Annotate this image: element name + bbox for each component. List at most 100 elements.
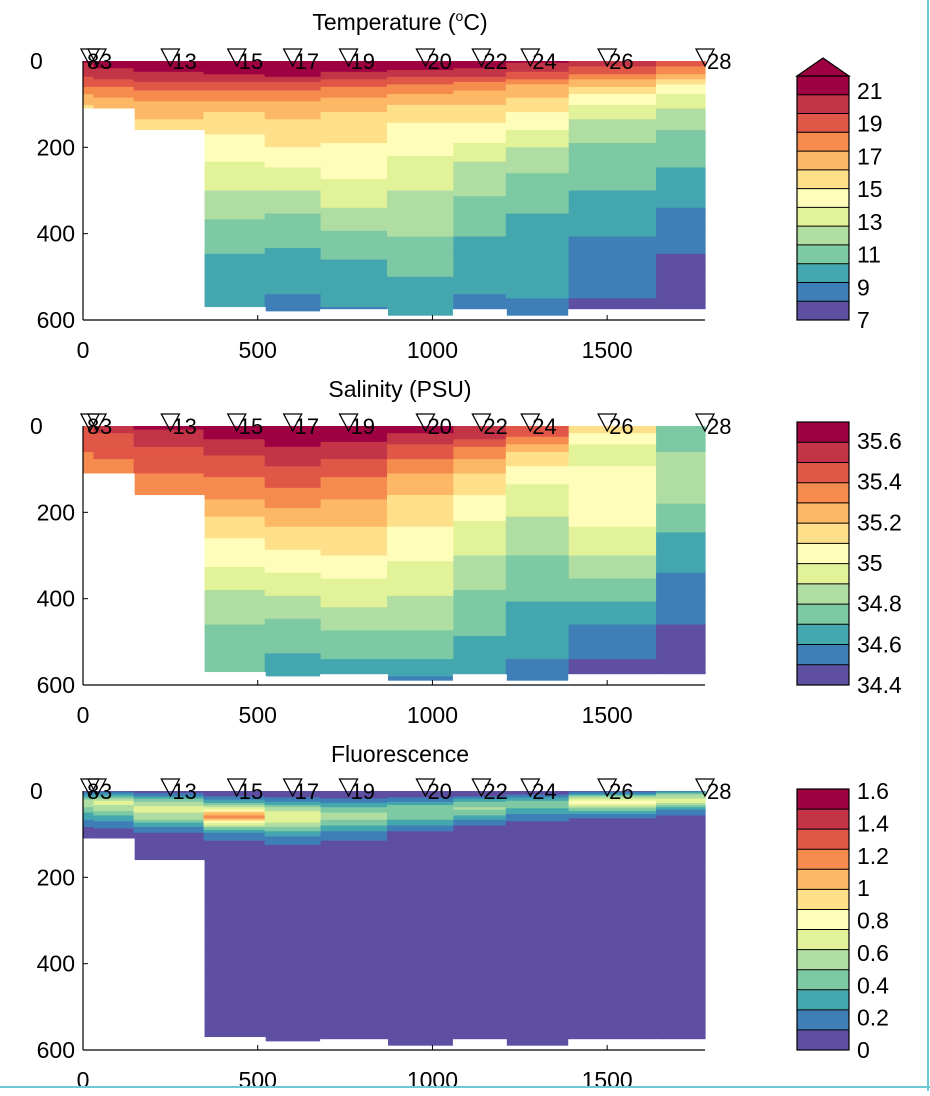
colorbar-swatch [797,462,849,484]
heatmap-cell [656,147,706,153]
heatmap-cell [133,853,205,857]
heatmap-cell [264,265,322,272]
heatmap-cell [320,147,388,153]
heatmap-cell [320,844,388,848]
heatmap-cell [656,834,706,837]
heatmap-cell [320,663,388,669]
y-tick-label: 0 [30,778,43,804]
heatmap-cell [568,555,657,562]
heatmap-cell [203,860,266,868]
heatmap-cell [505,791,570,794]
heatmap-cell [133,455,205,460]
heatmap-cell [505,491,570,496]
heatmap-cell [203,808,266,811]
heatmap-cell [86,431,95,434]
heatmap-cell [83,801,88,804]
heatmap-cell [505,798,570,801]
heatmap-cell [264,161,322,169]
heatmap-cell [320,236,388,243]
heatmap-cell [656,805,706,807]
heatmap-cell [453,178,507,186]
heatmap-cell [133,429,205,432]
heatmap-cell [86,811,95,814]
heatmap-cell [568,866,657,874]
heatmap-cell [453,849,507,853]
heatmap-cell [83,90,88,95]
heatmap-cell [133,108,205,113]
heatmap-cell [133,487,205,493]
heatmap-cell [264,641,322,649]
heatmap-cell [505,449,570,453]
heatmap-cell [505,613,570,620]
heatmap-cell [133,484,205,489]
heatmap-cell [320,178,388,186]
heatmap-cell [505,814,570,817]
heatmap-cell [656,184,706,192]
heatmap-cell [86,69,95,73]
heatmap-cell [505,459,570,464]
heatmap-cell [133,857,205,861]
heatmap-cell [320,196,388,203]
heatmap-cell [505,138,570,144]
seafloor-mask [203,1037,266,1051]
heatmap-cell [264,130,322,135]
heatmap-cell [505,307,570,312]
heatmap-cell [387,555,455,562]
heatmap-cell [505,873,570,881]
heatmap-cell [453,630,507,637]
heatmap-cell [93,802,135,805]
heatmap-cell [387,487,455,493]
colorbar-swatch [797,113,849,133]
heatmap-cell [320,499,388,505]
heatmap-cell [387,572,455,580]
heatmap-cell [656,84,706,88]
heatmap-cell [453,455,507,460]
heatmap-cell [505,672,570,677]
heatmap-cell [656,815,706,818]
heatmap-cell [86,86,95,92]
heatmap-cell [505,885,570,894]
heatmap-cell [203,230,266,238]
heatmap-cell [453,949,507,976]
heatmap-cell [320,76,388,80]
heatmap-cell [133,807,205,809]
heatmap-cell [320,282,388,289]
heatmap-cell [387,190,455,197]
heatmap-cell [264,851,322,855]
colorbar-swatch [797,909,849,931]
heatmap-cell [387,842,455,846]
heatmap-cell [203,831,266,834]
colorbar-tick-label: 0.4 [857,972,889,998]
heatmap-cell [86,814,95,817]
station-marker [282,48,303,68]
heatmap-cell [203,800,266,803]
heatmap-cell [453,512,507,518]
heatmap-cell [568,578,657,585]
heatmap-cell [320,426,388,429]
heatmap-cell [86,815,95,818]
heatmap-cell [320,879,388,887]
heatmap-cell [568,79,657,83]
heatmap-cell [453,155,507,163]
heatmap-cell [203,812,266,815]
heatmap-cell [505,441,570,445]
station-marker [160,778,181,798]
heatmap-cell [93,71,135,75]
heatmap-cell [656,487,706,493]
colorbar-swatch [797,244,849,265]
heatmap-cell [387,86,455,92]
heatmap-cell [453,302,507,308]
heatmap-cell [264,949,322,976]
seafloor-mask [655,674,706,686]
heatmap-cell [264,613,322,620]
heatmap-cell [83,795,88,797]
heatmap-cell [656,427,706,431]
heatmap-cell [86,76,95,80]
heatmap-cell [203,161,266,169]
heatmap-cell [453,647,507,654]
heatmap-cell [86,797,95,800]
heatmap-cell [86,829,95,832]
station-marker [338,48,359,68]
heatmap-cell [264,796,322,799]
heatmap-cell [83,62,88,66]
